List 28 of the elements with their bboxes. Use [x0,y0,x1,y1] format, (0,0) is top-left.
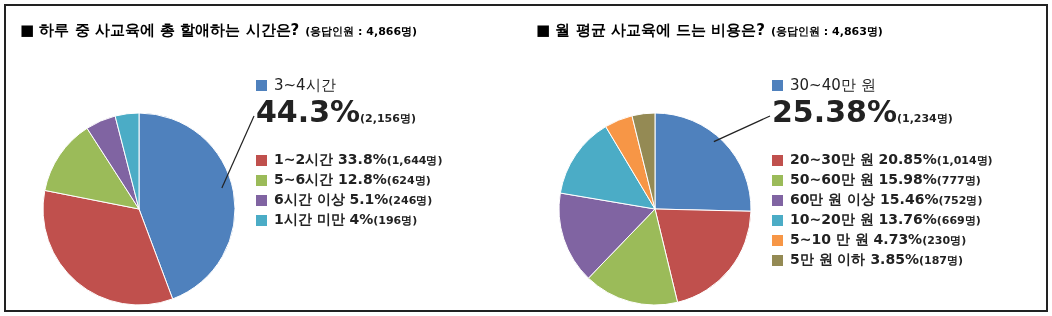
data-label: 15.46%(752명) [880,191,983,207]
chart-subtitle: (응답인원 : 4,863명) [770,25,883,38]
data-label: 15.98%(777명) [878,171,981,187]
data-label: 25.38%(1,234명) [772,94,954,131]
legend-label: 5~10 만 원 [790,231,869,247]
data-label: 12.8%(624명) [338,171,431,187]
legend-label: 1~2시간 [274,151,334,167]
legend-label: 10~20만 원 [790,211,874,227]
data-label: 33.8%(1,644명) [338,151,443,167]
chart-title: ■ 하루 중 사교육에 총 할애하는 시간은? [20,21,300,39]
chart-subtitle: (응답인원 : 4,866명) [305,25,418,38]
legend-label: 5~6시간 [274,171,334,187]
legend-label: 50~60만 원 [790,171,874,187]
legend-label: 1시간 미만 [274,211,345,227]
data-label: 3.85%(187명) [870,251,963,267]
legend-label: 5만 원 이하 [790,251,866,267]
legend-label: 60만 원 이상 [790,191,876,207]
data-label: 44.3%(2,156명) [256,94,417,131]
legend-label: 30~40만 원 [789,76,877,95]
data-label: 4%(196명) [349,211,418,227]
legend-label: 3~4시간 [273,76,337,95]
data-label: 20.85%(1,014명) [878,151,993,167]
data-label: 13.76%(669명) [878,211,981,227]
chart-title: ■ 월 평균 사교육에 드는 비용은? [536,21,765,39]
data-label: 5.1%(246명) [349,191,433,207]
legend-label: 20~30만 원 [790,151,874,167]
data-label: 4.73%(230명) [873,231,967,247]
legend-label: 6시간 이상 [274,191,345,207]
